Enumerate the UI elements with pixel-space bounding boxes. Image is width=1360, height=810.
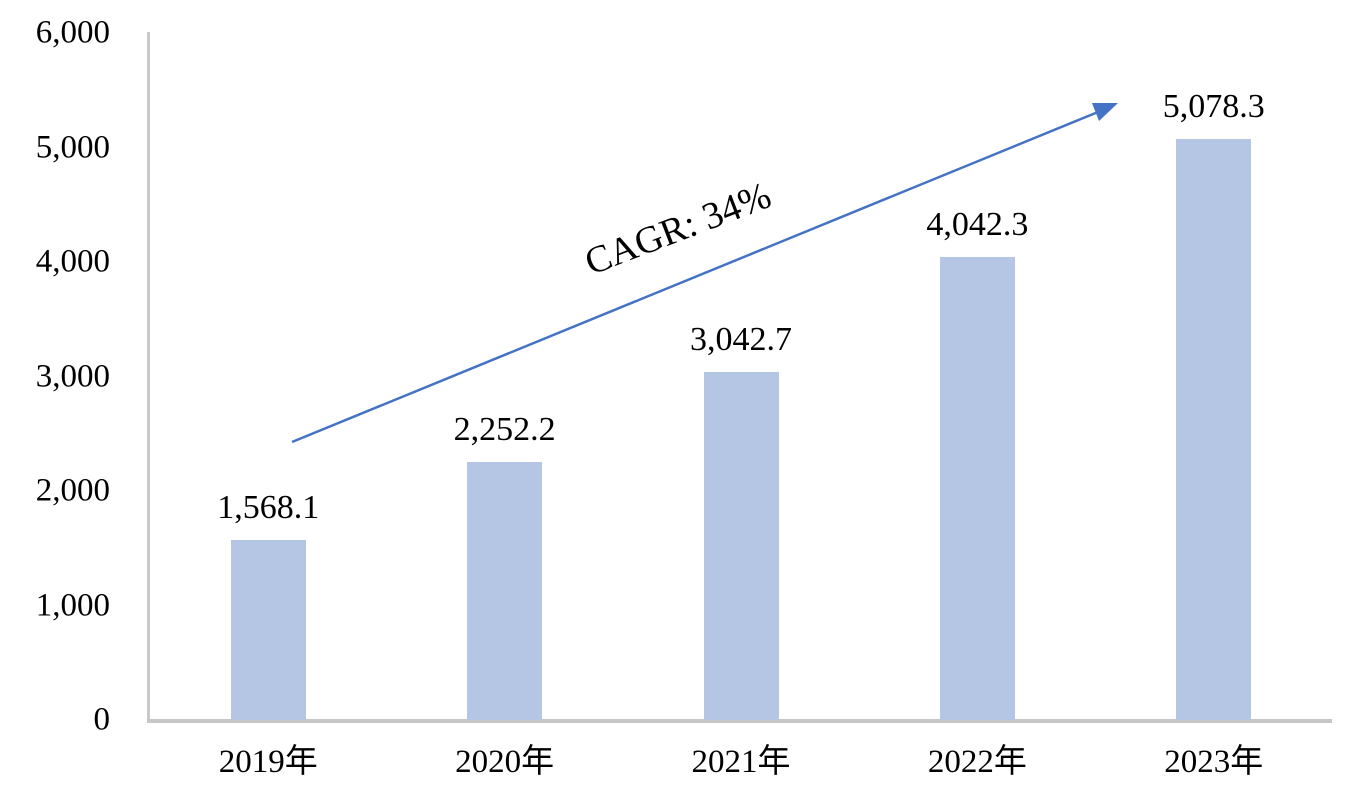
x-tick-label-2022: 2022年 <box>927 744 1027 780</box>
bar-value-label: 3,042.7 <box>690 320 792 358</box>
bar-2022 <box>939 257 1015 720</box>
y-axis-line <box>147 32 150 720</box>
y-tick-label: 3,000 <box>35 358 110 394</box>
y-tick-label: 2,000 <box>35 472 110 509</box>
y-tick-label: 4,000 <box>35 243 110 280</box>
cagr-annotation: CAGR: 34% <box>579 174 777 284</box>
bar-2019 <box>230 540 306 720</box>
y-tick-label: 0 <box>93 701 111 738</box>
x-axis-line <box>147 719 1332 723</box>
bar-value-label: 5,078.3 <box>1162 87 1265 125</box>
bar-2021 <box>703 371 779 720</box>
bar-value-label: 1,568.1 <box>217 489 320 527</box>
x-tick-label-2020: 2020年 <box>455 744 555 780</box>
y-tick-label: 6,000 <box>35 14 110 51</box>
bar-2023 <box>1176 138 1252 720</box>
x-tick-label-2021: 2021年 <box>691 744 791 780</box>
bar-value-label: 4,042.3 <box>926 206 1029 244</box>
y-tick-label: 5,000 <box>35 129 110 165</box>
y-tick-label: 1,000 <box>35 587 110 623</box>
bar-value-label: 2,252.2 <box>453 411 556 449</box>
x-tick-label-2019: 2019年 <box>218 744 318 780</box>
bar-2020 <box>467 462 543 720</box>
x-tick-label-2023: 2023年 <box>1164 744 1264 780</box>
